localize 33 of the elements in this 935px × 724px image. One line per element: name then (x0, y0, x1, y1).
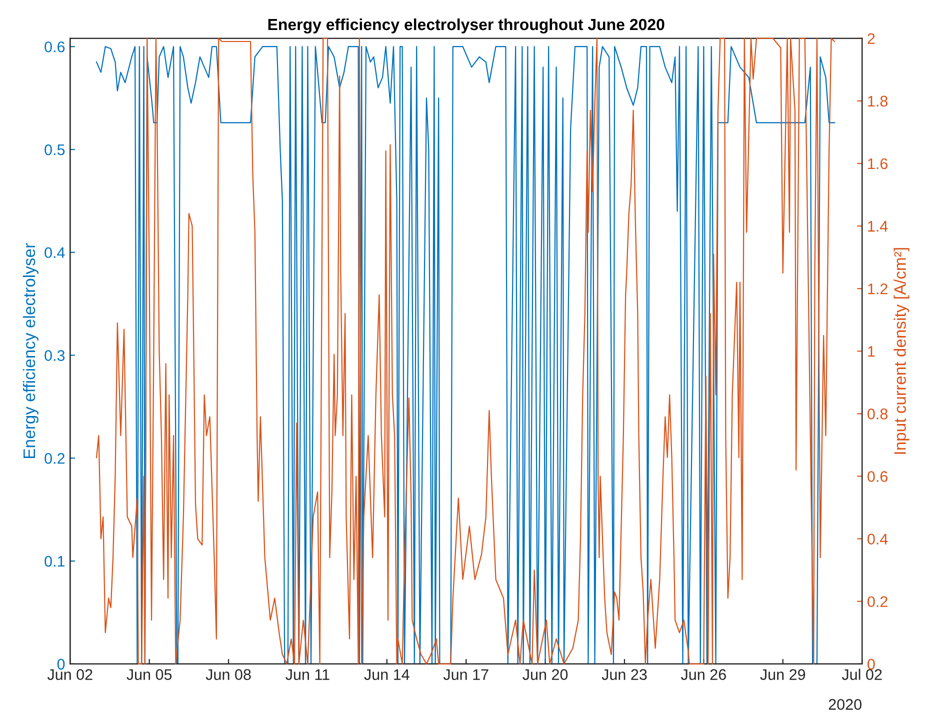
x-tick-label: Jun 05 (126, 669, 172, 680)
x-tick-label: Jun 11 (286, 669, 330, 680)
x-tick-label: Jun 02 (47, 669, 92, 680)
x-tick-label: Jun 14 (364, 669, 410, 680)
x-tick-label: Jun 23 (602, 669, 647, 680)
text: 2020 (828, 699, 862, 710)
x-tick-label: Jun 29 (760, 669, 806, 680)
y2-tick-label: 1.8 (868, 96, 888, 107)
x-tick-label: Jun 26 (680, 669, 726, 680)
y-tick-label: 0.1 (44, 556, 65, 567)
y-tick-label: 0.3 (44, 350, 65, 361)
y2-tick-label: 0.8 (868, 408, 888, 420)
y2-axis-title: Input current density [A/cm²] (894, 248, 910, 454)
x-tick-label: Jun 17 (443, 669, 488, 680)
chart-title: Energy efficiency electrolyser throughout June 2020 (268, 18, 664, 34)
x-tick-label: Jul 02 (842, 668, 882, 680)
y2-tick-label: 1.6 (868, 158, 888, 170)
y2-tick-label: 0.6 (868, 471, 888, 482)
y2-tick-label: 0.2 (868, 596, 888, 608)
x-tick-label: Jun 08 (206, 669, 251, 680)
y2-tick-label: 1.2 (868, 283, 888, 294)
x-tick-label: Jun 20 (522, 669, 568, 680)
y2-tick-label: 1 (868, 346, 875, 357)
y-tick-label: 0 (57, 658, 65, 670)
y-tick-label: 0.2 (44, 453, 64, 464)
y2-tick-label: 0.4 (868, 534, 888, 544)
y2-tick-label: 1.4 (868, 221, 888, 232)
y2-tick-label: 0 (868, 658, 875, 670)
y-tick-label: 0.6 (44, 41, 65, 52)
y-axis-title: Energy efficiency electrolyser (22, 243, 38, 458)
y2-tick-label: 2 (868, 33, 875, 44)
y-tick-label: 0.4 (44, 247, 65, 258)
y-tick-label: 0.5 (44, 144, 65, 156)
